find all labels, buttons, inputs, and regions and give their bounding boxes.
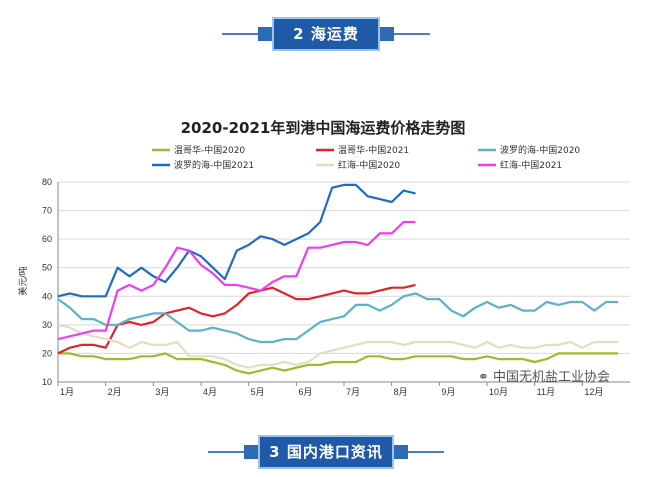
- x-tick-label: 9月: [441, 387, 455, 397]
- chart-series: [57, 183, 619, 375]
- x-tick-label: 2月: [108, 387, 122, 397]
- legend-label: 红海-中国2020: [338, 159, 400, 171]
- banner-square-icon: [244, 445, 258, 459]
- y-axis-label: 美元/吨: [17, 266, 28, 296]
- x-tick-label: 11月: [537, 387, 555, 397]
- chart-axes: 10 20 30 40 50 60 70 80 1月 2月 3月 4月 5月 6月 7月 8月 9月 10月 11月…: [42, 177, 630, 397]
- x-tick-label: 10月: [489, 387, 508, 397]
- banner-divider-right: [394, 33, 430, 35]
- legend-label: 波罗的海-中国2021: [174, 159, 254, 171]
- x-tick-label: 5月: [251, 387, 265, 397]
- series-line: [58, 352, 619, 375]
- x-tick-label: 3月: [155, 387, 169, 397]
- banner-square-icon: [394, 445, 408, 459]
- section-banner-port-news: 3 国内港口资讯: [0, 432, 662, 472]
- wechat-icon: ⚭: [478, 370, 489, 385]
- y-tick-label: 70: [42, 206, 52, 216]
- section-title: 3 国内港口资讯: [258, 435, 394, 469]
- series-line: [57, 183, 416, 298]
- series-line: [57, 220, 416, 341]
- section-title: 2 海运费: [272, 17, 380, 51]
- legend-label: 温哥华-中国2021: [338, 144, 409, 156]
- series-line: [57, 323, 619, 369]
- y-tick-label: 80: [42, 177, 52, 187]
- banner-square-icon: [380, 27, 394, 41]
- y-tick-label: 20: [42, 348, 52, 358]
- chart-grid: [58, 181, 630, 383]
- y-tick-label: 60: [42, 234, 52, 244]
- banner-square-icon: [258, 27, 272, 41]
- legend-label: 波罗的海-中国2020: [500, 144, 580, 156]
- banner-divider-left: [222, 33, 258, 35]
- x-tick-label: 8月: [394, 387, 408, 397]
- x-tick-label: 6月: [298, 387, 312, 397]
- legend-label: 红海-中国2021: [500, 159, 562, 171]
- legend-label: 温哥华-中国2020: [174, 144, 245, 156]
- watermark-text: 中国无机盐工业协会: [493, 370, 611, 385]
- x-tick-label: 7月: [346, 387, 360, 397]
- x-tick-label: 1月: [60, 387, 74, 397]
- banner-divider-right: [408, 451, 444, 453]
- y-tick-label: 30: [42, 320, 52, 330]
- x-tick-label: 4月: [203, 387, 217, 397]
- x-tick-label: 12月: [584, 387, 603, 397]
- section-banner-sea-freight: 2 海运费: [0, 14, 662, 54]
- chart-title: 2020-2021年到港中国海运费价格走势图: [181, 119, 466, 137]
- series-line: [57, 292, 619, 344]
- banner-divider-left: [208, 451, 244, 453]
- y-tick-label: 50: [42, 263, 52, 273]
- y-tick-label: 10: [42, 377, 52, 387]
- y-tick-label: 40: [42, 291, 52, 301]
- watermark: ⚭ 中国无机盐工业协会: [478, 366, 610, 385]
- chart-legend: 温哥华-中国2020 温哥华-中国2021 波罗的海-中国2020 波罗的海-中国20…: [152, 144, 580, 171]
